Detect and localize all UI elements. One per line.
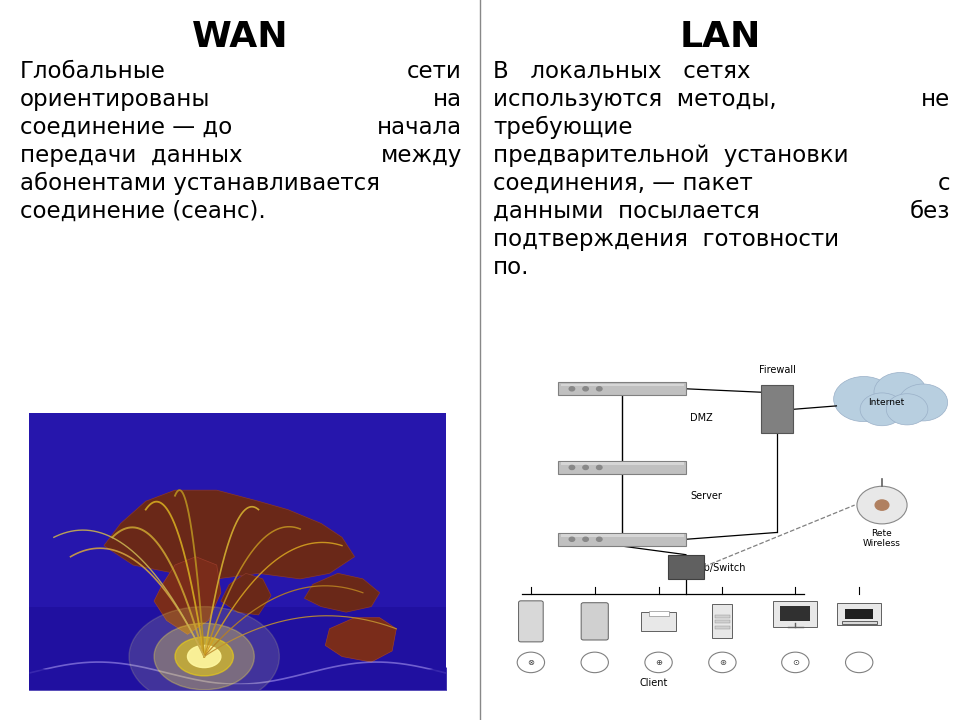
Text: ⊙: ⊙: [792, 658, 799, 667]
Circle shape: [899, 384, 948, 421]
Circle shape: [581, 652, 609, 672]
Text: В   локальных   сетях: В локальных сетях: [493, 60, 751, 83]
Text: LAN: LAN: [680, 20, 760, 54]
Circle shape: [596, 465, 602, 469]
FancyBboxPatch shape: [715, 626, 730, 629]
Text: между: между: [380, 144, 462, 167]
Polygon shape: [325, 618, 396, 662]
Text: Server: Server: [690, 491, 722, 501]
Text: WAN: WAN: [192, 20, 288, 54]
Circle shape: [886, 394, 928, 425]
FancyBboxPatch shape: [559, 382, 685, 395]
Circle shape: [781, 652, 809, 672]
Circle shape: [833, 377, 894, 422]
Polygon shape: [154, 557, 221, 634]
FancyBboxPatch shape: [715, 621, 730, 624]
Text: Internet: Internet: [869, 398, 904, 407]
Text: соединение (сеанс).: соединение (сеанс).: [20, 200, 266, 223]
Text: на: на: [433, 88, 462, 111]
Text: ⊗: ⊗: [527, 658, 535, 667]
Text: соединение — до: соединение — до: [20, 116, 232, 139]
Text: без: без: [909, 200, 950, 223]
Text: Client: Client: [639, 678, 668, 688]
Polygon shape: [104, 490, 354, 579]
Text: Firewall: Firewall: [758, 365, 796, 375]
FancyBboxPatch shape: [581, 603, 609, 640]
FancyBboxPatch shape: [712, 604, 732, 639]
Text: начала: начала: [377, 116, 462, 139]
Text: ⊛: ⊛: [719, 658, 726, 667]
FancyBboxPatch shape: [837, 603, 881, 625]
FancyBboxPatch shape: [842, 621, 876, 624]
Circle shape: [187, 645, 221, 667]
FancyBboxPatch shape: [846, 609, 873, 619]
Polygon shape: [29, 413, 446, 606]
Text: передачи  данных: передачи данных: [20, 144, 243, 167]
Text: Rete
Wireless: Rete Wireless: [863, 529, 900, 549]
Polygon shape: [304, 573, 379, 612]
Text: ⊕: ⊕: [655, 658, 662, 667]
Text: требующие: требующие: [493, 116, 633, 139]
FancyBboxPatch shape: [561, 534, 684, 537]
Circle shape: [583, 537, 588, 541]
Text: Hub/Switch: Hub/Switch: [690, 563, 746, 573]
Text: Глобальные: Глобальные: [20, 60, 166, 83]
FancyBboxPatch shape: [761, 385, 793, 433]
FancyBboxPatch shape: [780, 606, 810, 621]
Circle shape: [860, 393, 904, 426]
FancyBboxPatch shape: [649, 611, 668, 616]
Circle shape: [129, 606, 279, 706]
Circle shape: [175, 637, 233, 676]
Text: DMZ: DMZ: [690, 413, 713, 423]
Text: данными  посылается: данными посылается: [493, 200, 760, 223]
Circle shape: [517, 652, 544, 672]
FancyBboxPatch shape: [773, 601, 818, 626]
Text: предварительной  установки: предварительной установки: [493, 144, 849, 167]
FancyBboxPatch shape: [518, 600, 543, 642]
FancyBboxPatch shape: [715, 615, 730, 618]
Circle shape: [876, 500, 889, 510]
Text: используются  методы,: используются методы,: [493, 88, 777, 111]
Circle shape: [569, 465, 575, 469]
FancyBboxPatch shape: [641, 612, 676, 631]
Circle shape: [645, 652, 672, 672]
Circle shape: [874, 372, 926, 412]
Circle shape: [583, 387, 588, 391]
Polygon shape: [221, 573, 271, 615]
Circle shape: [569, 537, 575, 541]
Text: абонентами устанавливается: абонентами устанавливается: [20, 172, 380, 195]
Circle shape: [857, 486, 907, 524]
Circle shape: [154, 624, 254, 690]
FancyBboxPatch shape: [561, 384, 684, 387]
FancyBboxPatch shape: [559, 533, 685, 546]
FancyBboxPatch shape: [561, 462, 684, 465]
Text: подтверждения  готовности: подтверждения готовности: [493, 228, 839, 251]
Text: сети: сети: [407, 60, 462, 83]
FancyBboxPatch shape: [559, 461, 685, 474]
Circle shape: [569, 387, 575, 391]
Text: соединения, — пакет: соединения, — пакет: [493, 172, 753, 195]
FancyBboxPatch shape: [668, 554, 705, 579]
FancyBboxPatch shape: [29, 413, 446, 690]
Circle shape: [583, 465, 588, 469]
Text: ориентированы: ориентированы: [20, 88, 210, 111]
Text: не: не: [921, 88, 950, 111]
Circle shape: [596, 387, 602, 391]
Text: с: с: [938, 172, 950, 195]
Circle shape: [596, 537, 602, 541]
Circle shape: [708, 652, 736, 672]
Circle shape: [846, 652, 873, 672]
Text: по.: по.: [493, 256, 530, 279]
